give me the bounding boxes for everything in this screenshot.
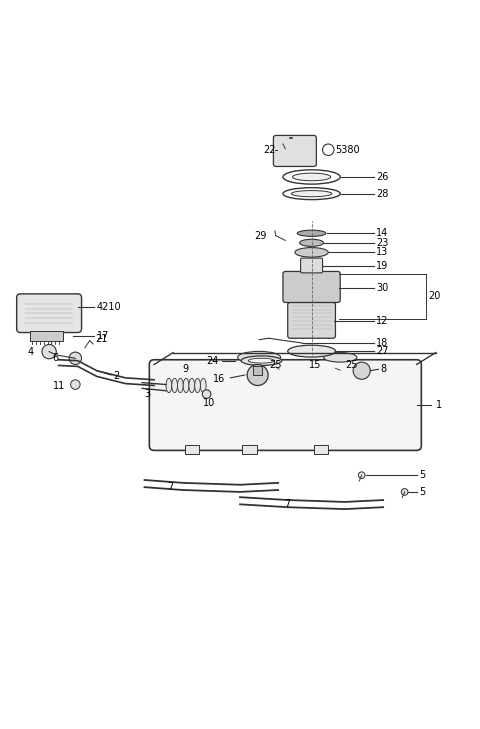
Ellipse shape [300, 239, 324, 246]
Ellipse shape [295, 248, 328, 257]
Text: 21: 21 [96, 334, 108, 344]
Bar [253, 367, 263, 375]
Text: 17: 17 [97, 331, 109, 341]
Text: 13: 13 [376, 247, 388, 257]
Text: 5: 5 [419, 487, 425, 497]
Ellipse shape [291, 190, 332, 197]
Text: 24: 24 [206, 356, 218, 366]
Text: 29: 29 [254, 230, 266, 241]
FancyBboxPatch shape [288, 303, 336, 338]
Ellipse shape [288, 345, 336, 357]
Text: 30: 30 [376, 283, 388, 293]
Text: 14: 14 [376, 228, 388, 238]
Bar [314, 445, 328, 454]
Ellipse shape [238, 351, 281, 363]
Text: 18: 18 [376, 338, 388, 348]
Text: 5: 5 [419, 470, 425, 480]
Circle shape [247, 364, 268, 386]
Ellipse shape [202, 390, 211, 398]
Ellipse shape [297, 230, 326, 236]
Circle shape [42, 345, 56, 359]
Text: 12: 12 [376, 316, 388, 326]
Text: 27: 27 [376, 346, 388, 356]
Text: 4: 4 [28, 346, 34, 356]
FancyBboxPatch shape [300, 258, 323, 273]
Ellipse shape [292, 173, 331, 181]
Bar [30, 331, 63, 340]
Ellipse shape [183, 378, 189, 393]
Text: 3: 3 [144, 389, 151, 399]
Text: 5380: 5380 [336, 145, 360, 155]
Circle shape [401, 488, 408, 495]
Ellipse shape [241, 356, 282, 365]
Circle shape [69, 352, 82, 364]
Ellipse shape [283, 187, 340, 200]
Ellipse shape [200, 378, 206, 393]
Text: 8: 8 [381, 364, 387, 374]
Ellipse shape [324, 353, 357, 362]
Text: 25: 25 [345, 360, 358, 370]
Text: 1: 1 [436, 400, 442, 410]
Ellipse shape [189, 378, 195, 393]
Bar [185, 445, 199, 454]
Ellipse shape [283, 170, 340, 184]
Ellipse shape [195, 378, 200, 393]
Text: 15: 15 [309, 360, 322, 370]
Text: 2: 2 [114, 372, 120, 381]
Circle shape [359, 472, 365, 478]
Ellipse shape [166, 378, 172, 393]
Text: 10: 10 [203, 398, 215, 408]
Text: 23: 23 [376, 238, 388, 248]
FancyBboxPatch shape [149, 359, 421, 451]
Text: 16: 16 [214, 374, 226, 383]
Text: 7: 7 [168, 482, 174, 492]
Bar [242, 445, 257, 454]
Text: 6: 6 [52, 354, 59, 363]
Text: 22: 22 [263, 145, 276, 155]
Text: 25: 25 [270, 360, 282, 370]
FancyBboxPatch shape [274, 136, 316, 166]
Circle shape [353, 362, 370, 379]
Text: 4210: 4210 [97, 302, 121, 312]
Text: 9: 9 [182, 364, 188, 374]
Circle shape [323, 144, 334, 155]
Ellipse shape [248, 358, 275, 363]
FancyBboxPatch shape [283, 271, 340, 303]
Text: 20: 20 [429, 292, 441, 301]
Ellipse shape [172, 378, 178, 393]
Text: 7: 7 [285, 499, 291, 510]
FancyBboxPatch shape [17, 294, 82, 332]
Text: 28: 28 [376, 189, 388, 199]
Text: 19: 19 [376, 261, 388, 270]
Text: 26: 26 [376, 172, 388, 182]
Circle shape [71, 380, 80, 389]
Ellipse shape [178, 378, 183, 393]
Text: 11: 11 [53, 381, 65, 391]
